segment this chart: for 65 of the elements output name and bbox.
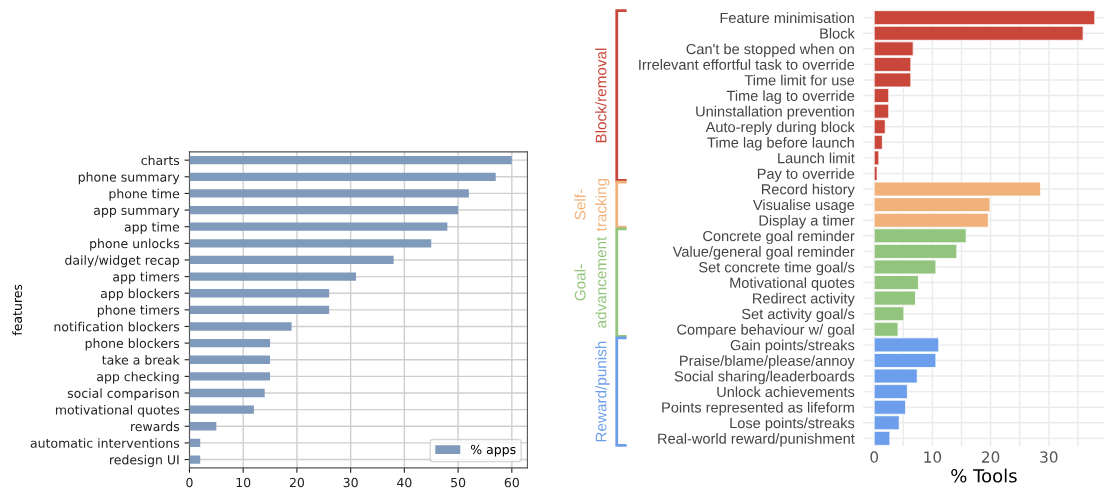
y-tick-label: Display a timer [759, 214, 855, 229]
y-tick-label: phone timers [97, 305, 180, 318]
y-tick-label: redesign UI [110, 454, 179, 467]
y-tick-label: take a break [102, 355, 180, 365]
x-tick-label: 0 [186, 477, 193, 488]
x-tick-label: 10 [924, 451, 942, 463]
y-tick-label: notification blockers [54, 321, 180, 332]
y-tick-label: app blockers [100, 288, 180, 301]
y-tick-label: Unlock achievements [717, 386, 855, 398]
y-axis-title: features [12, 284, 22, 336]
y-tick-label: Redirect activity [753, 292, 855, 307]
text: Self- tracking [574, 178, 610, 232]
y-tick-label: Real-world reward/punishment [658, 433, 855, 447]
y-tick-label: phone time [109, 188, 180, 201]
y-tick-label: rewards [131, 421, 180, 432]
x-tick-label: 40 [397, 477, 412, 488]
y-tick-label: social comparison [67, 388, 179, 401]
y-tick-label: Concrete goal reminder [703, 230, 855, 245]
y-tick-label: Uninstallation prevention [696, 105, 854, 120]
y-tick-label: Pay to override [757, 168, 855, 182]
y-tick-label: phone unlocks [90, 238, 180, 251]
y-tick-label: Praise/blame/please/annoy [680, 355, 855, 369]
text: Goal- advancement [574, 236, 607, 328]
x-tick-label: 20 [289, 477, 305, 488]
y-tick-label: Value/general goal reminder [672, 246, 855, 260]
y-tick-label: Can't be stopped when on [686, 43, 854, 58]
x-tick-label: 30 [1040, 451, 1058, 463]
y-tick-label: Gain points/streaks [730, 339, 855, 354]
y-tick-label: motivational quotes [55, 404, 180, 417]
y-tick-label: Time lag to override [726, 90, 855, 104]
legend-label: % apps [470, 444, 516, 457]
y-tick-label: Points represented as lifeform [662, 401, 854, 416]
x-tick-label: 30 [343, 477, 358, 488]
x-tick-label: 50 [451, 477, 466, 488]
y-tick-label: Visualise usage [752, 199, 855, 213]
y-tick-label: app time [124, 221, 180, 235]
y-tick-label: phone blockers [85, 338, 180, 351]
y-tick-label: Time limit for use [744, 74, 855, 86]
y-tick-label: app summary [94, 207, 180, 218]
y-tick-label: Record history [761, 183, 855, 198]
y-tick-label: Social sharing/leaderboards [674, 370, 855, 385]
text: Reward/punish [595, 341, 610, 442]
x-tick-label: 0 [870, 451, 879, 463]
y-tick-label: automatic interventions [30, 438, 180, 448]
x-tick-label: 60 [504, 477, 519, 488]
y-tick-label: Set activity goal/s [741, 308, 855, 323]
y-tick-label: Feature minimisation [720, 12, 854, 24]
y-tick-label: Compare behaviour w/ goal [677, 324, 854, 338]
y-tick-label: Auto-reply during block [705, 121, 855, 136]
y-tick-label: phone summary [78, 172, 180, 185]
y-tick-label: app timers [113, 271, 180, 284]
y-tick-label: Motivational quotes [730, 277, 855, 291]
x-tick-label: 10 [236, 477, 251, 488]
y-tick-label: Irrelevant effortful task to override [639, 59, 855, 70]
x-tick-label: 20 [982, 451, 1000, 463]
y-tick-label: Block [820, 27, 855, 39]
y-tick-label: Set concrete time goal/s [699, 261, 855, 276]
text: Block/removal [595, 48, 607, 143]
y-tick-label: app checking [97, 371, 179, 384]
y-tick-label: Lose points/streaks [730, 417, 855, 432]
y-tick-label: daily/widget recap [65, 255, 180, 268]
y-tick-label: charts [141, 155, 180, 166]
x-axis-title: % Tools [951, 468, 1017, 483]
y-tick-label: Launch limit [778, 152, 855, 164]
y-tick-label: Time lag before launch [707, 137, 854, 151]
